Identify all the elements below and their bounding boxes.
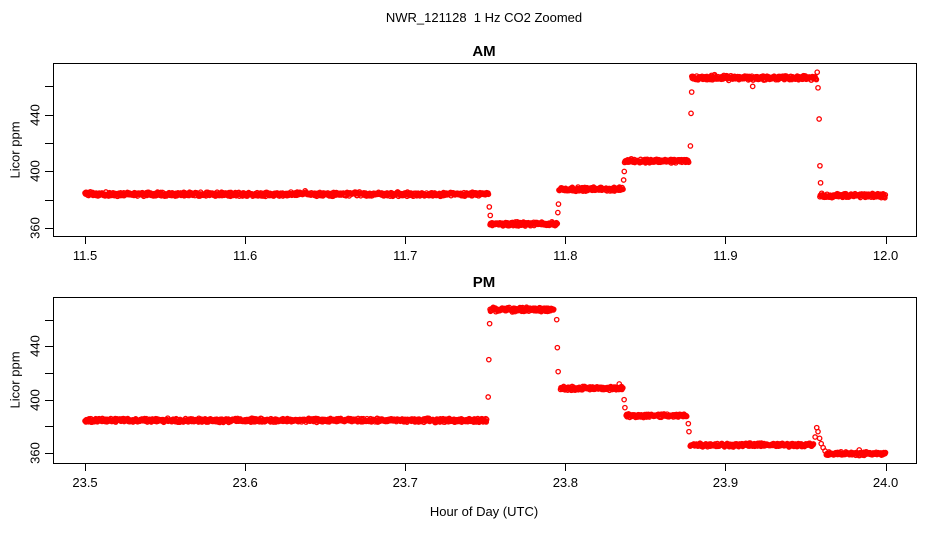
pm-x-tick-label: 24.0 bbox=[872, 475, 899, 490]
am-x-tick-label: 12.0 bbox=[872, 248, 899, 263]
am-x-tick-label: 11.7 bbox=[393, 248, 418, 263]
am-y-tick-label: 400 bbox=[27, 160, 43, 183]
am-x-tick-label: 11.8 bbox=[553, 248, 578, 263]
am-y-axis-label: Licor ppm bbox=[7, 121, 23, 179]
pm-y-tick-label: 400 bbox=[27, 388, 43, 411]
pm-x-tick-label: 23.9 bbox=[712, 475, 739, 490]
main-title: NWR_121128 1 Hz CO2 Zoomed bbox=[385, 10, 583, 25]
am-x-tick-label: 11.6 bbox=[232, 248, 258, 263]
pm-y-tick-label: 360 bbox=[27, 442, 43, 464]
pm-x-tick-label: 23.5 bbox=[72, 475, 98, 490]
pm-x-tick-label: 23.7 bbox=[392, 475, 418, 490]
am-x-tick-label: 11.5 bbox=[72, 248, 98, 263]
pm-y-tick-label: 440 bbox=[27, 335, 43, 358]
pm-y-axis-label: Licor ppm bbox=[7, 351, 23, 409]
am-y-tick-label: 360 bbox=[27, 217, 43, 240]
pm-x-tick-label: 23.8 bbox=[552, 475, 578, 490]
x-axis-label: Hour of Day (UTC) bbox=[429, 504, 539, 519]
pm-panel-title: PM bbox=[472, 274, 496, 291]
am-x-tick-label: 11.9 bbox=[713, 248, 738, 263]
pm-x-tick-label: 23.6 bbox=[232, 475, 258, 490]
am-panel-title: AM bbox=[472, 43, 496, 60]
am-y-tick-label: 440 bbox=[27, 103, 43, 126]
